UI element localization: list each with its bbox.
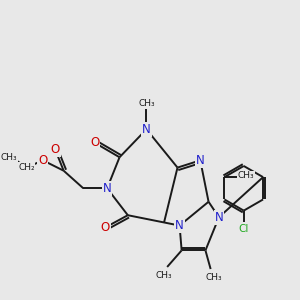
Text: N: N <box>142 123 151 136</box>
Text: O: O <box>38 154 48 167</box>
Text: N: N <box>175 219 184 232</box>
Text: N: N <box>214 211 223 224</box>
Text: CH₃: CH₃ <box>205 273 222 282</box>
Text: CH₂: CH₂ <box>18 163 35 172</box>
Text: CH₃: CH₃ <box>156 271 172 280</box>
Text: O: O <box>90 136 99 149</box>
Text: CH₃: CH₃ <box>238 171 254 180</box>
Text: CH₃: CH₃ <box>1 153 17 162</box>
Text: O: O <box>100 221 110 234</box>
Text: N: N <box>103 182 112 195</box>
Text: N: N <box>196 154 205 167</box>
Text: CH₃: CH₃ <box>138 99 155 108</box>
Text: O: O <box>51 143 60 157</box>
Text: Cl: Cl <box>238 224 249 235</box>
